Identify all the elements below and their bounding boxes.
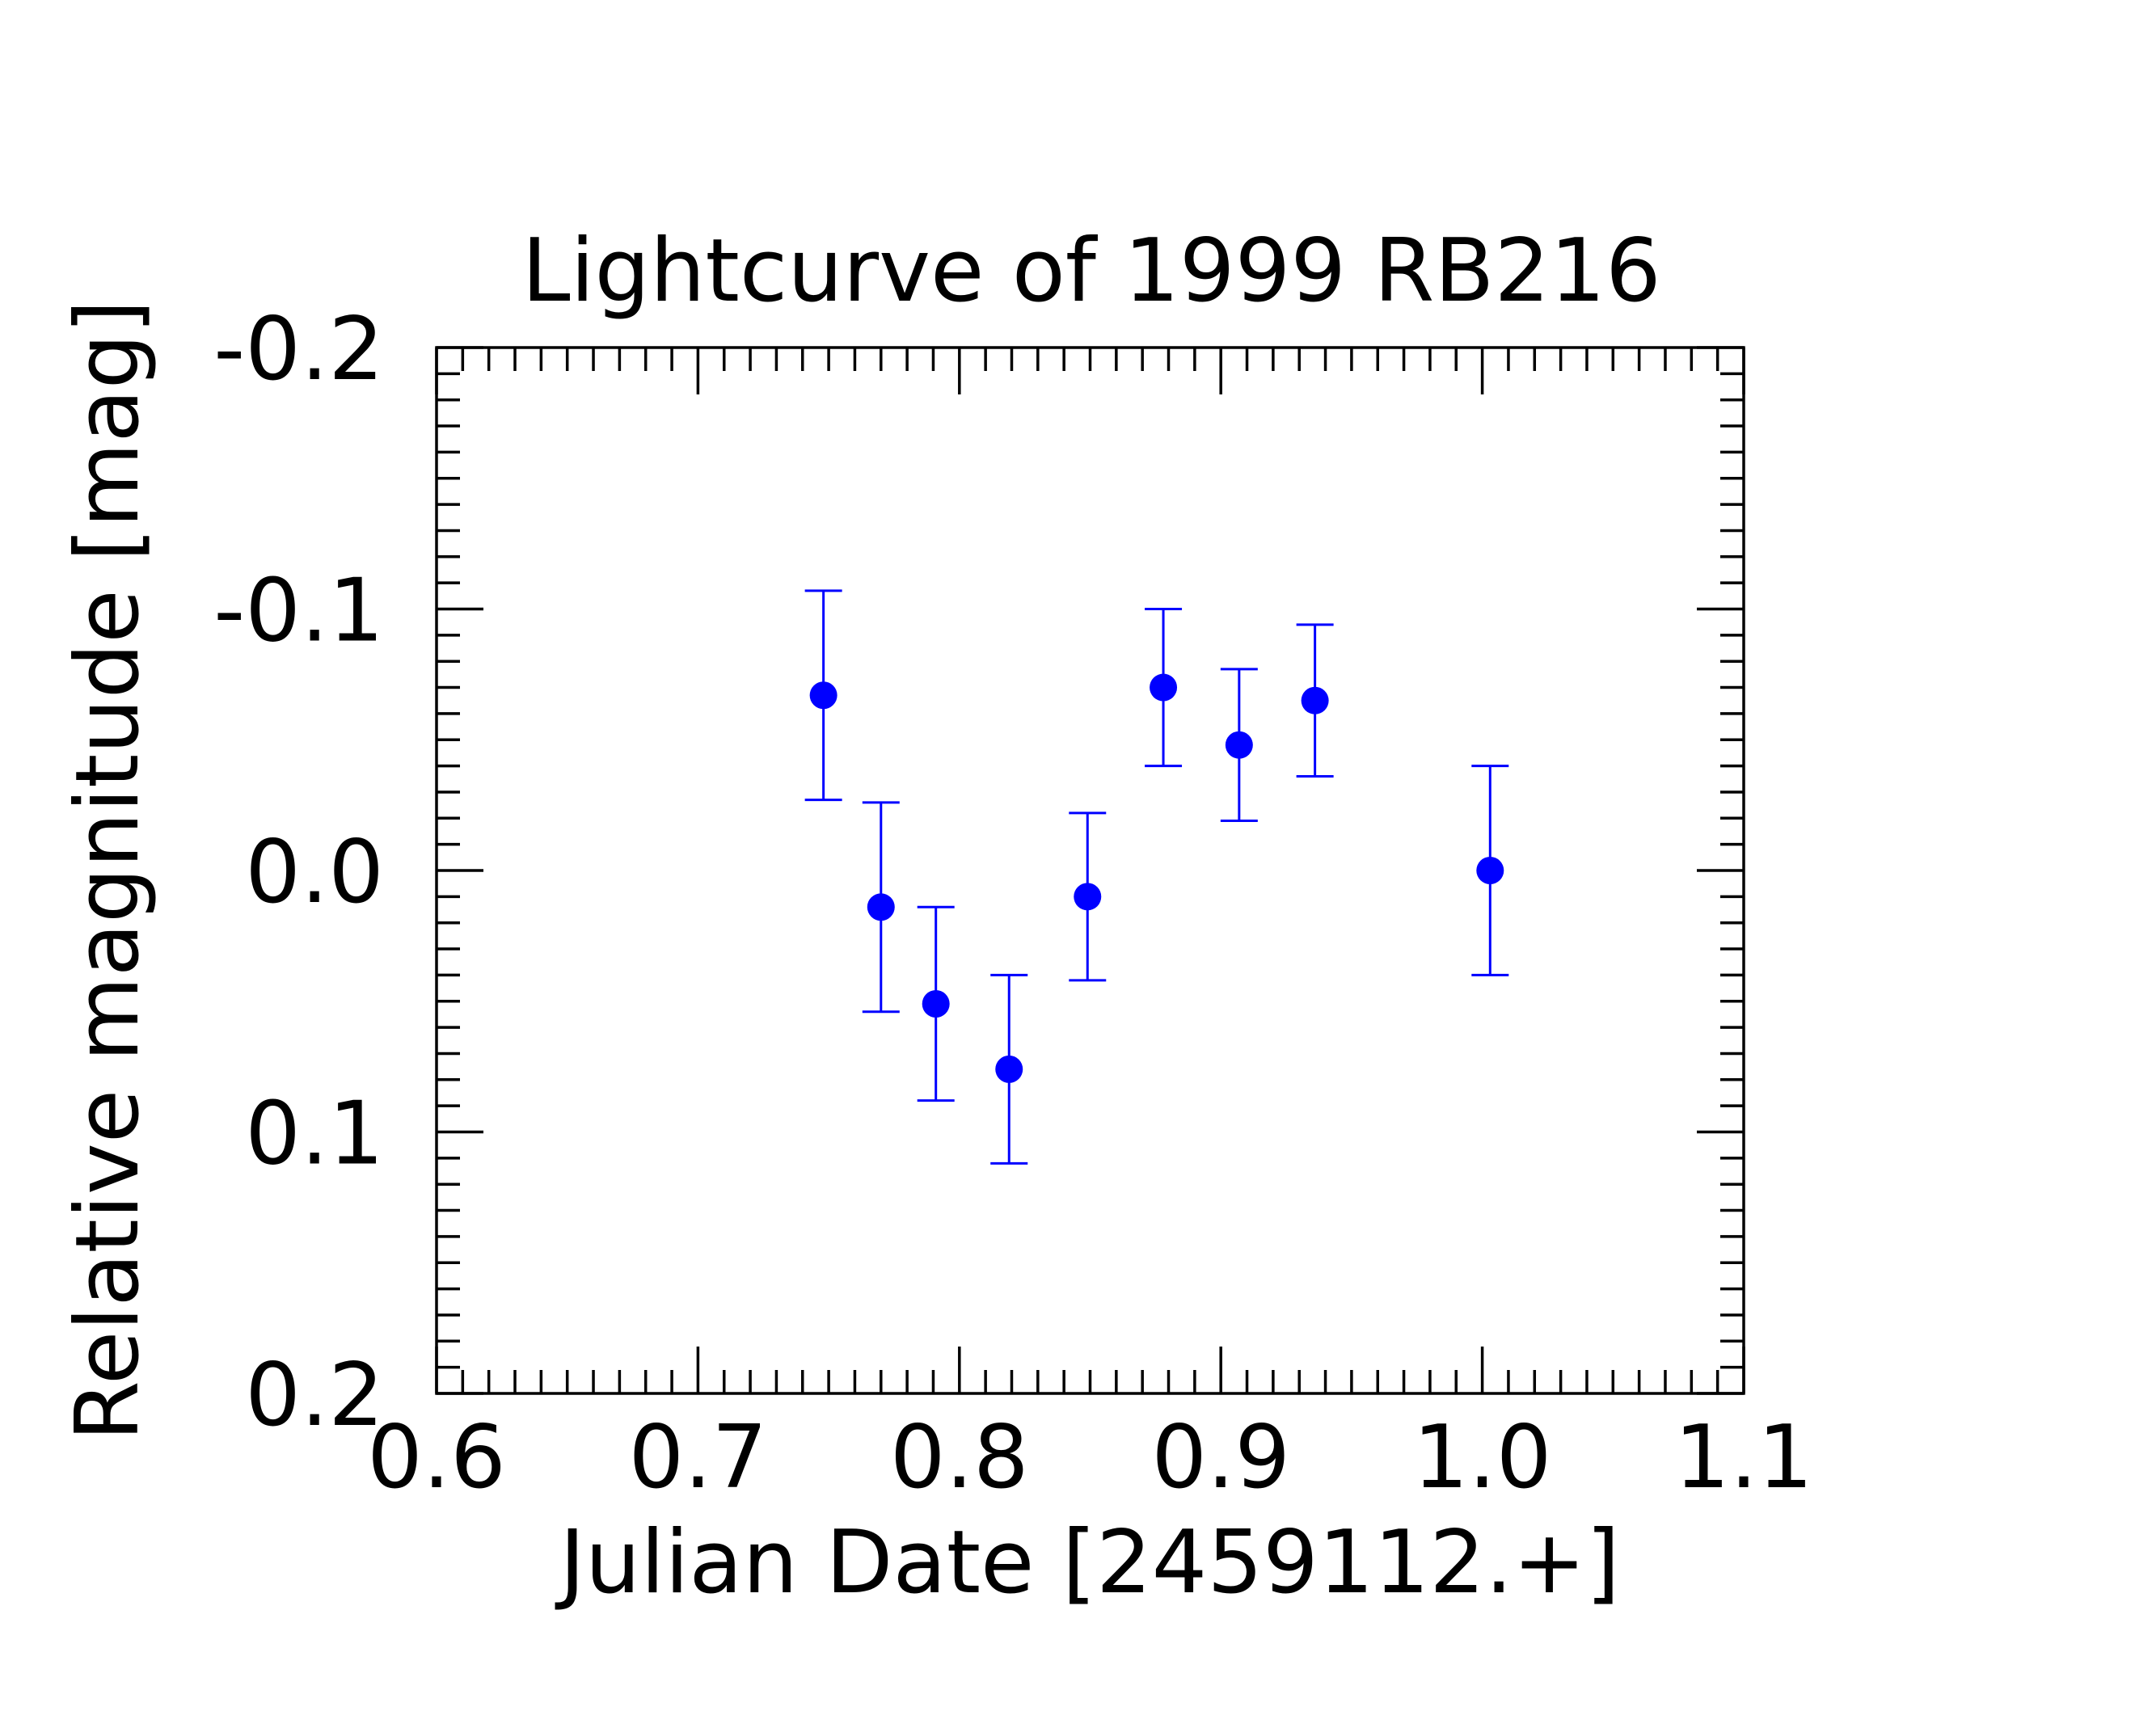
data-point bbox=[804, 589, 842, 802]
data-marker bbox=[1150, 673, 1178, 702]
chart-title: Lightcurve of 1999 RB216 bbox=[521, 221, 1660, 322]
x-tick-label: 1.1 bbox=[1674, 1407, 1813, 1508]
y-tick-label: 0.0 bbox=[245, 822, 384, 923]
y-tick-label: 0.1 bbox=[245, 1084, 384, 1185]
y-tick-label: 0.2 bbox=[245, 1345, 384, 1446]
tick-labels: 0.6 0.7 0.8 0.9 1.0 1.1 -0.2 -0.1 0.0 0.1 0.2 bbox=[213, 299, 1813, 1508]
x-axis-label: Julian Date [2459112.+] bbox=[555, 1512, 1620, 1613]
y-tick-label: -0.2 bbox=[213, 299, 384, 400]
data-points bbox=[804, 589, 1509, 1165]
y-axis-label: Relative magnitude [mag] bbox=[57, 300, 158, 1442]
x-tick-label: 0.8 bbox=[890, 1407, 1029, 1508]
y-tick-label: -0.1 bbox=[213, 561, 384, 662]
data-point bbox=[1069, 811, 1107, 982]
axis-ticks bbox=[435, 346, 1745, 1395]
x-tick-label: 0.6 bbox=[367, 1407, 506, 1508]
x-tick-label: 0.9 bbox=[1151, 1407, 1290, 1508]
data-point bbox=[862, 801, 900, 1014]
x-tick-label: 1.0 bbox=[1413, 1407, 1552, 1508]
data-point bbox=[1296, 623, 1334, 778]
data-marker bbox=[1074, 883, 1102, 911]
x-tick-label: 0.7 bbox=[629, 1407, 768, 1508]
data-marker bbox=[995, 1055, 1023, 1083]
data-marker bbox=[1301, 686, 1329, 714]
data-marker bbox=[867, 893, 895, 921]
data-marker bbox=[1225, 731, 1253, 759]
data-marker bbox=[1476, 857, 1504, 884]
data-point bbox=[1145, 608, 1183, 768]
data-point bbox=[1471, 765, 1509, 976]
data-point bbox=[990, 973, 1028, 1165]
data-marker bbox=[922, 989, 950, 1018]
data-point bbox=[1220, 668, 1258, 823]
data-marker bbox=[809, 681, 838, 710]
plot-frame bbox=[435, 346, 1745, 1395]
data-point bbox=[917, 905, 955, 1102]
